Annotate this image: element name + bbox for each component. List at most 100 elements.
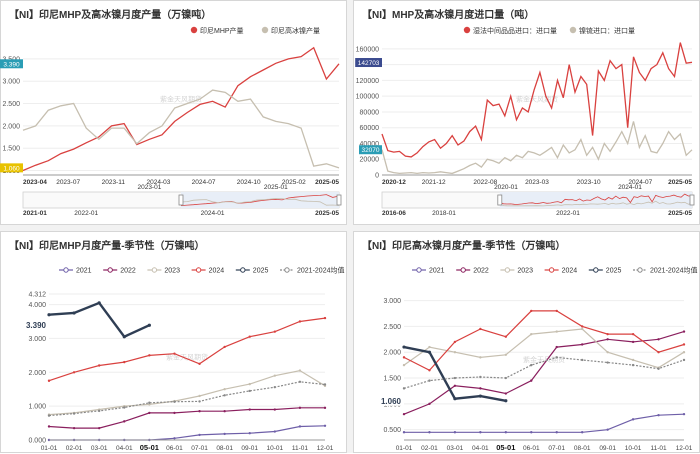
y-tick-label: 20000 [360,157,380,164]
value-tag [23,320,48,331]
data-point [223,394,226,397]
data-point [682,358,686,362]
x-tick-label: 10-01 [267,445,284,452]
navigator-tick-label: 2022-01 [74,210,98,217]
data-point [198,410,201,413]
navigator-series [180,194,340,206]
x-tick-label: 11-01 [292,445,309,452]
data-point [273,408,277,411]
legend-marker [261,26,269,34]
data-point [173,437,176,440]
x-tick-label: 09-01 [241,445,258,452]
y-tick-label: 1.000 [28,404,46,411]
navigator-handle-right [336,194,342,206]
watermark: 紫金天风期货 [166,353,208,362]
data-point [555,345,558,349]
data-point [453,340,457,344]
x-tick-label: 03-01 [91,445,108,452]
data-point [223,345,226,349]
y-tick-label: 3.000 [28,336,46,343]
data-point [504,399,508,403]
data-point [72,311,76,315]
y-tick-label: 3.000 [383,298,401,305]
data-point [606,351,609,354]
y-tick-label: 2.500 [2,101,20,108]
y-tick-label: 0.500 [383,427,401,434]
x-tick-label: 2022-08 [473,179,497,186]
data-point [555,309,558,313]
data-point [504,335,508,338]
data-point [148,411,151,415]
value-tag [0,163,23,173]
x-tick-label: 04-01 [116,445,133,452]
data-point [453,431,457,434]
x-tick-label: 02-01 [66,445,83,452]
data-point [504,353,508,356]
x-tick-label: 2025-02 [282,179,306,186]
x-tick-label: 06-01 [166,445,183,452]
data-point [530,379,533,382]
value-tag-label: 1.060 [381,397,402,406]
data-point [198,433,201,437]
legend-marker [460,267,466,273]
legend-marker [190,26,198,34]
y-tick-label: 160000 [356,46,379,53]
legend-label: 2022 [120,268,136,275]
data-point [657,338,660,341]
x-tick-label: 2024-03 [146,179,170,186]
data-point [248,389,251,393]
data-point [580,343,584,346]
legend-label: 2024 [209,268,225,275]
navigator-tick-label: 2018-01 [432,210,456,217]
x-tick-label: 12-01 [317,445,334,452]
y-tick-label: 100000 [356,94,379,101]
data-point [428,345,431,349]
data-point [428,369,431,372]
data-point [580,327,584,331]
data-point [504,392,508,395]
data-point [323,424,327,427]
data-point [97,301,101,305]
legend-marker [151,267,158,273]
data-point [530,363,533,367]
chart-mhp-matte-production: 印尼MHP产量印尼高冰镍产量1.0001.5002.0002.5003.0003… [0,26,342,217]
x-tick-label: 09-01 [599,445,616,452]
navigator-tick-label: 2020-01 [494,184,518,191]
legend-marker [107,267,113,273]
series-line [403,345,507,402]
y-tick-label: 3.000 [2,79,20,86]
series-line [403,331,685,415]
data-point [223,432,226,436]
navigator-tick-label: 2025-01 [264,184,288,191]
data-point [72,371,76,374]
x-tick-label: 01-01 [396,445,413,452]
x-tick-label: 2021-12 [422,179,446,186]
x-tick-label: 2023-07 [56,179,80,186]
data-point [427,350,432,354]
legend-marker [637,267,643,273]
navigator-tick-label: 2024-01 [618,184,642,191]
value-tag-label: 32070 [361,147,379,154]
series-line [48,407,325,429]
chart-import-volume: 湿法中间品品进口：进口量 镍锍进口：进口量 0 20000 40000 60000 8000… [355,26,695,217]
data-point [402,387,406,390]
x-tick-label: 08-01 [216,445,233,452]
data-point [248,335,251,338]
y-tick-label: 0.000 [28,438,46,445]
data-point [479,387,482,390]
x-tick-label: 10-01 [625,445,642,452]
data-point [298,406,302,410]
data-point [402,412,406,416]
legend-label: 2024 [562,268,578,275]
x-tick-label: 01-01 [41,445,58,452]
data-point [504,431,508,434]
data-point [97,426,101,430]
data-point [453,384,457,387]
legend-label: 2025 [606,268,622,275]
data-point [428,402,431,406]
data-point [47,414,51,417]
series-line [381,42,693,158]
data-point [478,394,482,398]
data-point [580,358,584,362]
value-tag [355,58,382,68]
